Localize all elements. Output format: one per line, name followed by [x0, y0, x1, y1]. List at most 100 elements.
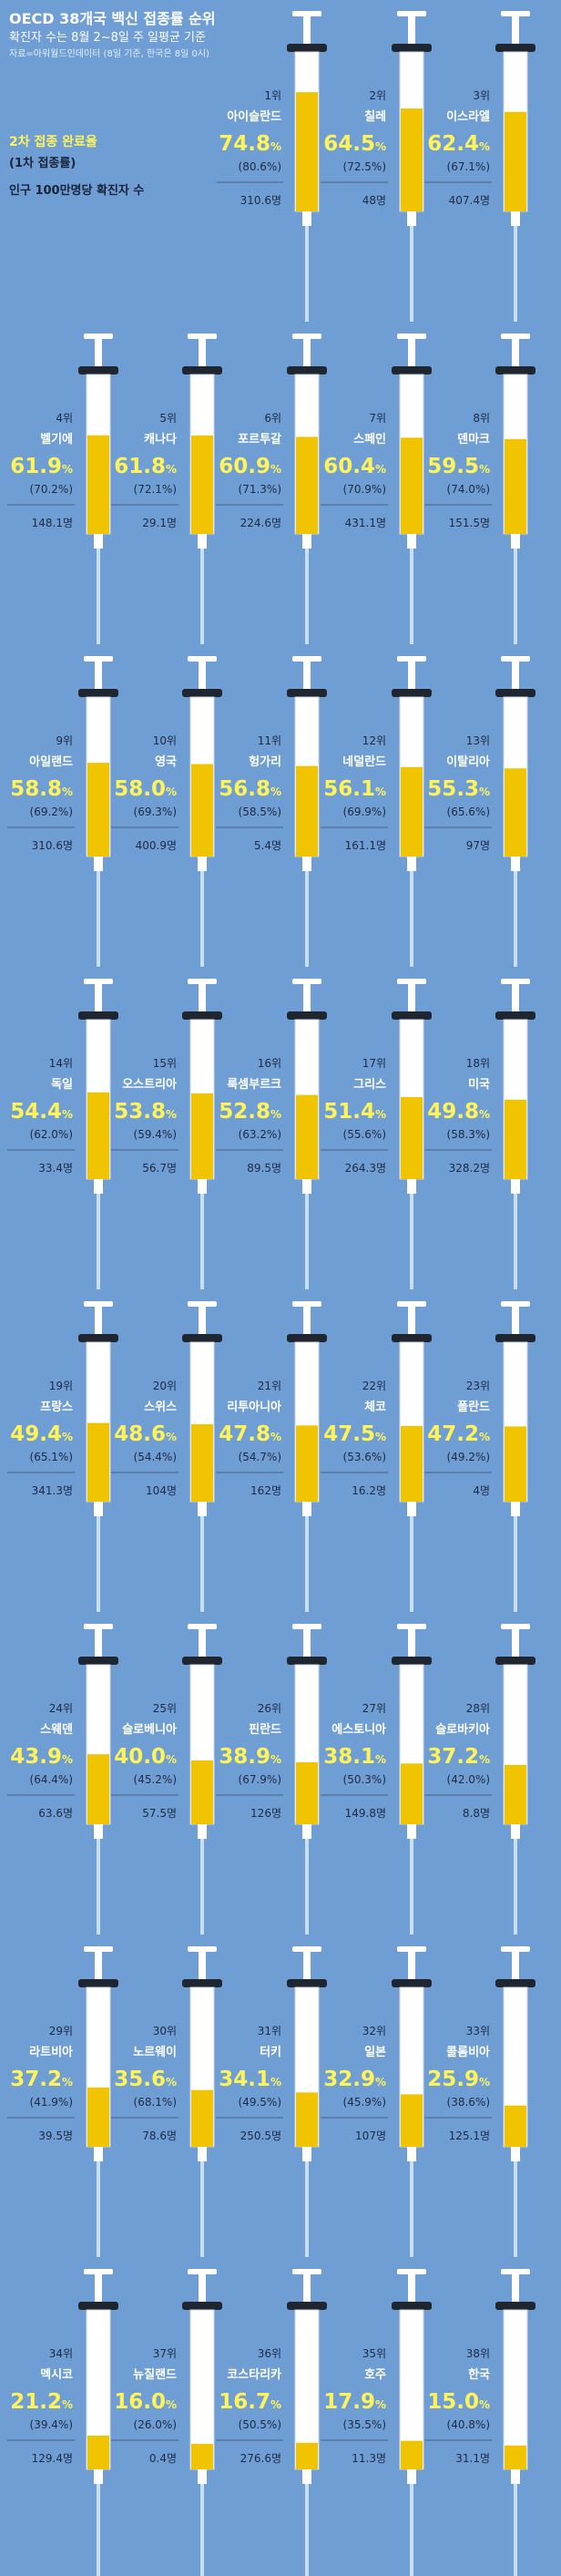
full-rate-label: 32.9% [323, 2068, 386, 2091]
syringe-tip [94, 2469, 103, 2484]
full-rate-label: 59.5% [427, 455, 490, 478]
first-rate-label: (74.0%) [447, 483, 490, 496]
vaccine-level-bar [191, 2089, 213, 2147]
syringe-flange [287, 44, 327, 52]
first-rate-label: (65.6%) [447, 806, 490, 818]
syringe-tip [94, 857, 103, 871]
country-label: 이스라엘 [446, 109, 490, 124]
full-rate-label: 56.8% [219, 777, 281, 801]
full-rate-label: 38.9% [219, 1745, 281, 1769]
syringe-plunger [95, 337, 102, 370]
syringe-tip [511, 2147, 520, 2161]
rank-label: 12위 [362, 734, 386, 747]
syringe-plunger-cap [501, 1301, 530, 1307]
full-rate-label: 21.2% [10, 2390, 73, 2414]
vaccine-level-bar [505, 2105, 526, 2147]
rank-label: 22위 [362, 1380, 386, 1392]
country-label: 리투아니아 [227, 1400, 281, 1414]
syringe-needle [514, 226, 517, 322]
cases-label: 149.8명 [345, 1807, 386, 1820]
syringe-flange [78, 1979, 118, 1987]
syringe-needle [200, 2161, 204, 2257]
country-label: 라트비아 [29, 2045, 73, 2059]
vaccine-level-bar [191, 1760, 213, 1824]
first-rate-label: (67.1%) [447, 160, 490, 173]
syringe-plunger [199, 2273, 206, 2305]
syringe-needle [514, 2484, 517, 2576]
syringe-tip [302, 534, 311, 549]
cases-label: 57.5명 [142, 1807, 177, 1820]
full-rate-label: 34.1% [219, 2068, 281, 2091]
cases-label: 39.5명 [38, 2130, 73, 2142]
syringe-plunger [95, 1305, 102, 1338]
full-rate-label: 15.0% [427, 2390, 490, 2414]
vaccine-level-bar [191, 2444, 213, 2469]
first-rate-label: (58.5%) [239, 806, 281, 818]
syringe-flange [182, 689, 222, 697]
syringe-tip [198, 1179, 207, 1194]
full-rate-label: 61.9% [10, 455, 73, 478]
country-label: 콜롬비아 [446, 2045, 490, 2059]
first-rate-label: (35.5%) [343, 2418, 386, 2431]
vaccine-level-bar [191, 1093, 213, 1179]
syringe-needle [200, 1516, 204, 1612]
first-rate-label: (65.1%) [30, 1451, 73, 1463]
first-rate-label: (63.2%) [239, 1128, 281, 1141]
vaccine-level-bar [401, 437, 423, 534]
syringe-plunger-cap [292, 1624, 321, 1629]
vaccine-level-bar [296, 92, 318, 211]
first-rate-label: (45.9%) [343, 2096, 386, 2109]
syringe-flange [287, 2302, 327, 2310]
syringe-plunger [512, 15, 519, 47]
syringe-tip [511, 1502, 520, 1516]
first-rate-label: (71.3%) [239, 483, 281, 496]
syringe-needle [410, 2484, 413, 2576]
country-label: 룩셈부르크 [227, 1078, 281, 1092]
syringe-tip [511, 211, 520, 226]
rank-label: 5위 [159, 412, 177, 425]
cases-label: 78.6명 [142, 2130, 177, 2142]
syringe-plunger-cap [501, 11, 530, 16]
vaccine-level-bar [87, 2435, 109, 2469]
syringe-plunger [303, 982, 311, 1015]
rank-label: 17위 [362, 1057, 386, 1070]
full-rate-label: 60.9% [219, 455, 281, 478]
first-rate-label: (38.6%) [447, 2096, 490, 2109]
syringe-plunger [512, 660, 519, 693]
first-rate-label: (69.3%) [134, 806, 177, 818]
country-label: 프랑스 [40, 1401, 73, 1414]
legend-full-label: 2차 접종 완료율 [9, 135, 97, 149]
syringe-flange [392, 689, 432, 697]
syringe-flange [182, 1334, 222, 1342]
cases-label: 5.4명 [254, 839, 281, 852]
rank-label: 34위 [49, 2347, 73, 2360]
syringe-flange [182, 1011, 222, 1020]
syringe-needle [305, 549, 309, 644]
syringe-needle [200, 549, 204, 644]
syringe-flange [182, 366, 222, 375]
syringe-needle [410, 2161, 413, 2257]
syringe-flange [392, 1657, 432, 1665]
syringe-plunger-cap [188, 334, 217, 339]
vaccine-level-bar [191, 764, 213, 857]
rank-label: 14위 [49, 1057, 73, 1070]
syringe-flange [182, 1657, 222, 1665]
cases-label: 162명 [250, 1484, 281, 1497]
first-rate-label: (50.3%) [343, 1773, 386, 1786]
syringe-needle [97, 1194, 100, 1289]
full-rate-label: 48.6% [114, 1422, 177, 1446]
vaccine-level-bar [505, 438, 526, 534]
syringe-flange [78, 1334, 118, 1342]
syringe-plunger [199, 660, 206, 693]
vaccine-level-bar [296, 1761, 318, 1824]
syringe-flange [392, 366, 432, 375]
syringe-needle [305, 2161, 309, 2257]
vaccine-level-bar [296, 1425, 318, 1502]
rank-label: 36위 [258, 2347, 281, 2360]
syringe-needle [97, 2484, 100, 2576]
rank-label: 30위 [153, 2025, 177, 2037]
rank-label: 20위 [153, 1380, 177, 1392]
rank-label: 2위 [369, 89, 386, 102]
syringe-flange [495, 689, 536, 697]
syringe-plunger [408, 15, 415, 47]
